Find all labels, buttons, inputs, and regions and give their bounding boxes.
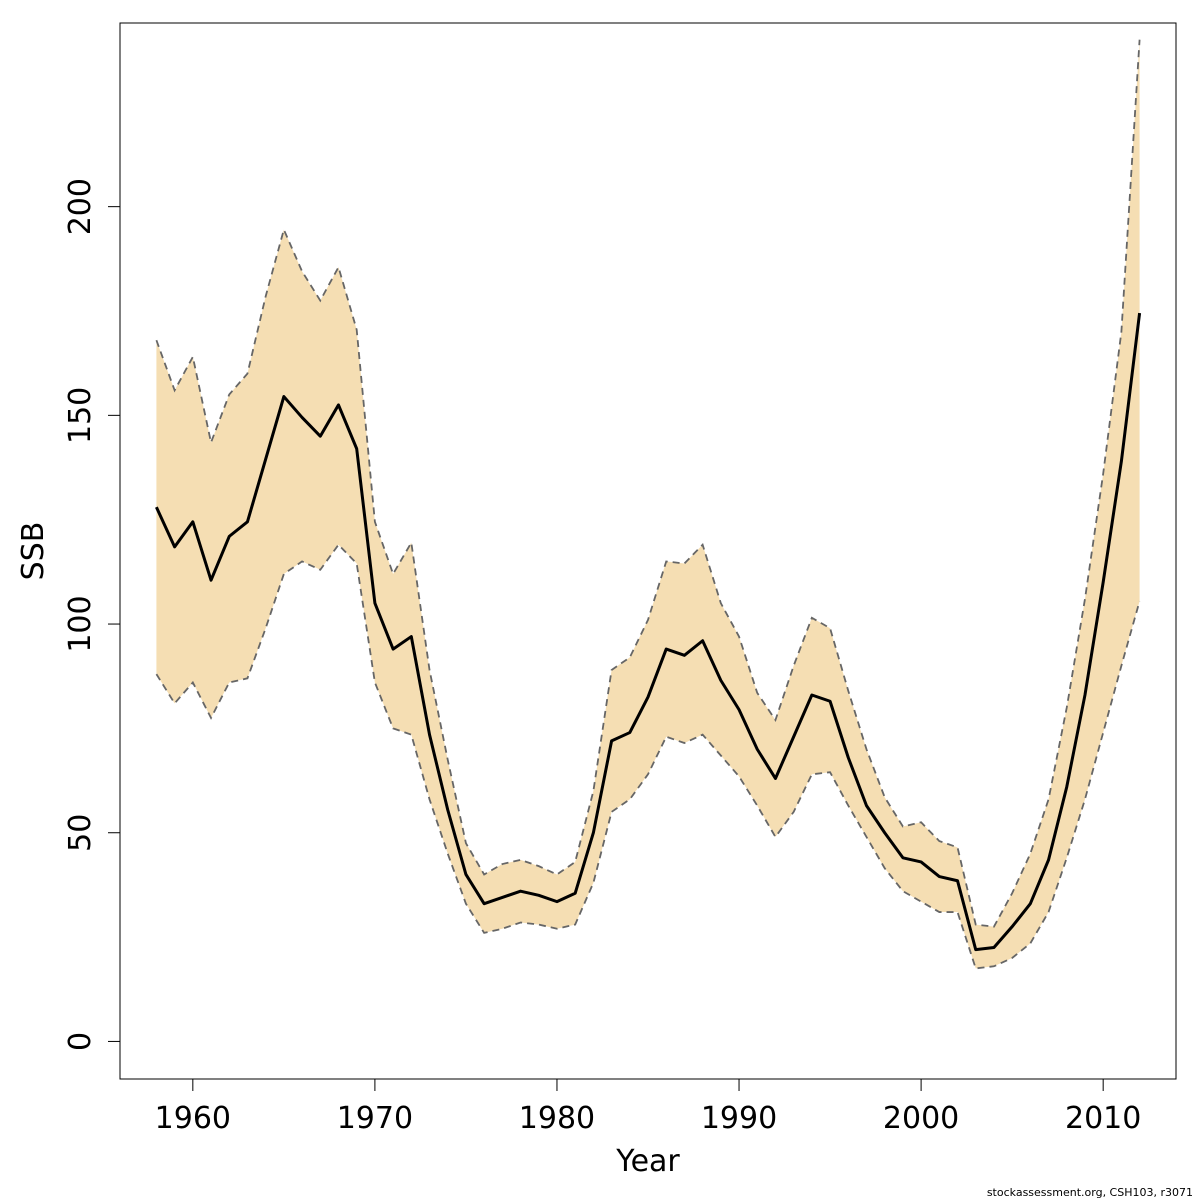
y-axis: 0 50 100 150 200 (63, 178, 121, 1051)
bound-lines (155, 39, 1141, 970)
y-tick-label: 50 (63, 814, 98, 852)
x-tick-label: 2000 (883, 1101, 959, 1136)
footer-credit: stockassessment.org, CSH103, r3071 (987, 1186, 1193, 1199)
estimate-line (155, 312, 1142, 952)
x-tick-label: 1970 (337, 1101, 413, 1136)
x-axis: 1960 1970 1980 1990 2000 2010 (155, 1078, 1141, 1136)
y-tick-label: 100 (63, 595, 98, 652)
x-tick-label: 2010 (1065, 1101, 1141, 1136)
lower-bound-line (155, 543, 1141, 970)
x-tick-label: 1960 (155, 1101, 231, 1136)
upper-bound-line (155, 39, 1141, 928)
x-axis-title: Year (615, 1144, 680, 1179)
y-axis-title: SSB (16, 522, 51, 581)
y-tick-label: 0 (63, 1032, 98, 1051)
y-tick-label: 200 (63, 178, 98, 235)
y-tick-label: 150 (63, 387, 98, 444)
estimate-line-group (155, 312, 1142, 952)
x-tick-label: 1980 (519, 1101, 595, 1136)
x-tick-label: 1990 (701, 1101, 777, 1136)
